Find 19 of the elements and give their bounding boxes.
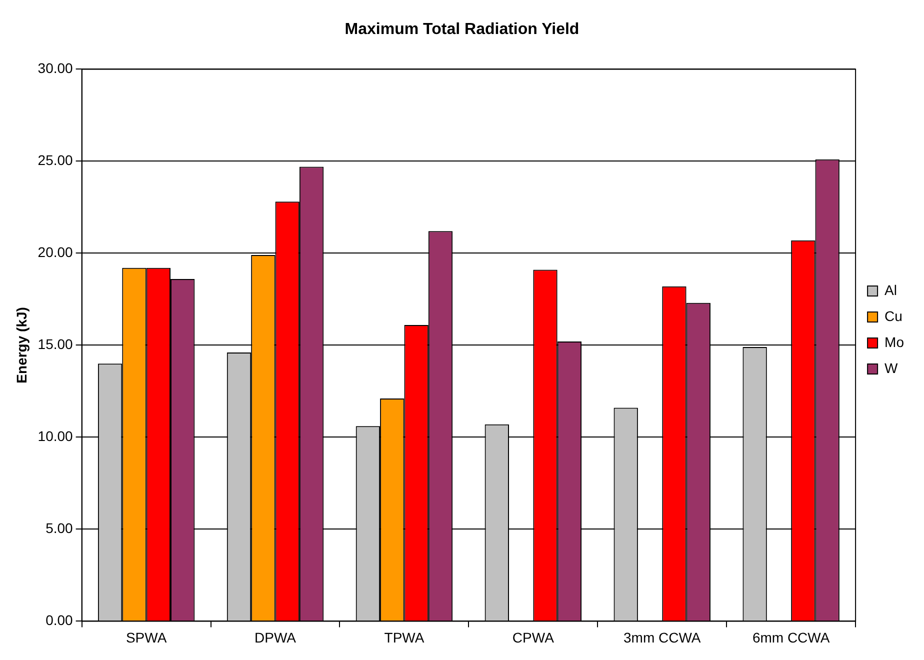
x-tick-label: CPWA	[512, 629, 555, 646]
x-tick-label: DPWA	[254, 629, 297, 646]
x-tick-label: 6mm CCWA	[752, 629, 830, 646]
chart-title: Maximum Total Radiation Yield	[344, 21, 580, 38]
y-tick-label: 25.00	[38, 152, 74, 168]
y-tick-label: 15.00	[38, 336, 74, 352]
legend-label: W	[884, 360, 899, 376]
legend-label: Mo	[884, 334, 904, 350]
x-tick-label: SPWA	[126, 629, 168, 646]
legend-label: Cu	[884, 308, 902, 324]
x-tick-label: 3mm CCWA	[623, 629, 702, 646]
y-tick-label: 0.00	[46, 612, 74, 628]
x-tick-label: TPWA	[384, 629, 425, 646]
y-tick-label: 20.00	[38, 244, 74, 260]
y-tick-label: 10.00	[38, 428, 74, 444]
y-axis-title: Energy (kJ)	[13, 307, 30, 384]
y-tick-label: 30.00	[38, 60, 74, 76]
y-tick-label: 5.00	[46, 520, 74, 536]
legend-label: Al	[884, 282, 898, 298]
